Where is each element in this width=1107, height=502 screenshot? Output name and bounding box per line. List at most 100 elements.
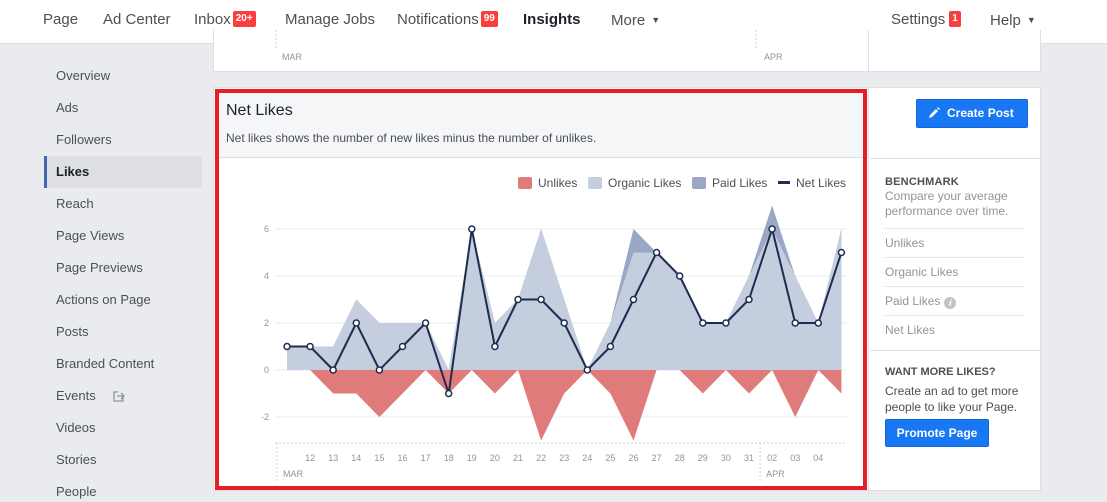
- x-tick-label: 04: [813, 453, 823, 463]
- sidebar-item-followers[interactable]: Followers: [44, 124, 202, 156]
- sidebar-item-posts[interactable]: Posts: [44, 316, 202, 348]
- nav-page[interactable]: Page: [43, 0, 78, 44]
- x-tick-label: 16: [397, 453, 407, 463]
- legend-unlikes[interactable]: Unlikes: [518, 176, 577, 190]
- legend-organic-likes[interactable]: Organic Likes: [588, 176, 681, 190]
- month-label: APR: [764, 52, 783, 62]
- benchmark-item-label: Organic Likes: [885, 265, 959, 279]
- x-tick-label: 19: [467, 453, 477, 463]
- benchmark-item-paid-likes[interactable]: Paid Likes i: [885, 286, 1025, 315]
- organic-likes-swatch: [588, 177, 602, 189]
- sidebar-item-label: Followers: [56, 132, 112, 147]
- net-likes-point: [699, 319, 707, 327]
- x-tick-label: 14: [351, 453, 361, 463]
- legend-label: Paid Likes: [712, 176, 768, 190]
- sidebar-item-videos[interactable]: Videos: [44, 412, 202, 444]
- sidebar-item-actions-on-page[interactable]: Actions on Page: [44, 284, 202, 316]
- nav-more[interactable]: More ▼: [611, 0, 660, 44]
- sidebar-item-label: Actions on Page: [56, 292, 151, 307]
- nav-ad-center[interactable]: Ad Center: [103, 0, 171, 44]
- benchmark-item-unlikes[interactable]: Unlikes: [885, 228, 1025, 257]
- sidebar-item-branded-content[interactable]: Branded Content: [44, 348, 202, 380]
- settings-badge: 1: [949, 11, 961, 27]
- legend-label: Net Likes: [796, 176, 847, 190]
- net-likes-point: [606, 342, 615, 351]
- benchmark-item-net-likes[interactable]: Net Likes: [885, 315, 1025, 344]
- sidebar-item-label: Reach: [56, 196, 94, 211]
- nav-settings[interactable]: Settings 1: [891, 0, 961, 44]
- nav-help[interactable]: Help ▼: [990, 0, 1036, 44]
- x-tick-label: 18: [444, 453, 454, 463]
- x-tick-label: 03: [790, 453, 800, 463]
- y-tick-label: 6: [264, 224, 269, 234]
- net-likes-point: [583, 366, 592, 374]
- net-likes-point: [306, 342, 314, 351]
- nav-inbox[interactable]: Inbox 20+: [194, 0, 256, 44]
- benchmark-item-label: Net Likes: [885, 323, 936, 337]
- net-likes-point: [421, 319, 430, 327]
- net-likes-point: [629, 295, 638, 304]
- net-likes-point: [768, 225, 776, 233]
- y-tick-label: 4: [264, 271, 269, 281]
- benchmark-item-organic-likes[interactable]: Organic Likes: [885, 257, 1025, 286]
- x-tick-label: 30: [721, 453, 731, 463]
- previous-chart-strip: MAR APR: [213, 30, 869, 72]
- net-likes-point: [352, 319, 361, 327]
- sidebar: Overview Ads Followers Likes Reach Page …: [44, 60, 202, 502]
- benchmark-title: BENCHMARK: [885, 176, 959, 188]
- net-likes-title: Net Likes: [226, 102, 293, 119]
- net-likes-point: [537, 295, 545, 304]
- sidebar-item-people[interactable]: People: [44, 476, 202, 502]
- sidebar-item-label: Events: [56, 388, 96, 403]
- y-tick-label: 0: [264, 365, 269, 375]
- net-likes-point: [722, 319, 730, 327]
- nav-manage-jobs[interactable]: Manage Jobs: [285, 0, 375, 44]
- x-tick-label: 28: [675, 453, 685, 463]
- legend-net-likes[interactable]: Net Likes: [778, 176, 846, 190]
- nav-manage-jobs-label: Manage Jobs: [285, 11, 376, 28]
- sidebar-item-likes[interactable]: Likes: [44, 156, 202, 188]
- legend-paid-likes[interactable]: Paid Likes: [692, 176, 767, 190]
- sidebar-item-ads[interactable]: Ads: [44, 92, 202, 124]
- sidebar-item-events[interactable]: Events: [44, 380, 202, 412]
- net-likes-point: [560, 319, 568, 327]
- promote-page-button[interactable]: Promote Page: [885, 419, 989, 447]
- net-likes-point: [814, 319, 823, 327]
- inbox-badge: 20+: [232, 11, 256, 27]
- nav-notifications[interactable]: Notifications 99: [397, 0, 498, 44]
- info-icon[interactable]: i: [944, 297, 957, 309]
- previous-chart-axis: [275, 30, 757, 50]
- x-tick-label: 31: [744, 453, 754, 463]
- x-tick-label: 15: [374, 453, 384, 463]
- net-likes-line-swatch: [778, 181, 790, 184]
- net-likes-header: Net Likes Net likes shows the number of …: [214, 88, 868, 158]
- net-likes-point: [652, 248, 661, 257]
- sidebar-item-label: Stories: [56, 452, 97, 467]
- x-tick-label: 27: [652, 453, 662, 463]
- sidebar-item-stories[interactable]: Stories: [44, 444, 202, 476]
- sidebar-item-overview[interactable]: Overview: [44, 60, 202, 92]
- organic-likes-area: [287, 229, 842, 370]
- net-likes-point: [283, 342, 291, 351]
- sidebar-item-label: Likes: [56, 164, 90, 179]
- sidebar-item-reach[interactable]: Reach: [44, 188, 202, 220]
- net-likes-point: [837, 248, 846, 257]
- create-post-button[interactable]: Create Post: [916, 99, 1028, 128]
- unlikes-area: [287, 370, 842, 441]
- create-post-label: Create Post: [947, 106, 1014, 120]
- legend-label: Unlikes: [538, 176, 578, 190]
- nav-ad-center-label: Ad Center: [103, 11, 171, 28]
- benchmark-item-label: Paid Likes: [885, 294, 941, 308]
- net-likes-point: [675, 272, 684, 280]
- sidebar-item-page-previews[interactable]: Page Previews: [44, 252, 202, 284]
- sidebar-item-page-views[interactable]: Page Views: [44, 220, 202, 252]
- sidebar-item-label: Overview: [56, 68, 111, 83]
- month-label: APR: [766, 469, 785, 479]
- nav-notifications-label: Notifications: [397, 11, 479, 28]
- nav-settings-label: Settings: [891, 11, 946, 28]
- net-likes-point: [444, 389, 453, 398]
- month-label: MAR: [282, 52, 302, 62]
- divider: [870, 350, 1040, 351]
- nav-insights-label: Insights: [523, 11, 581, 28]
